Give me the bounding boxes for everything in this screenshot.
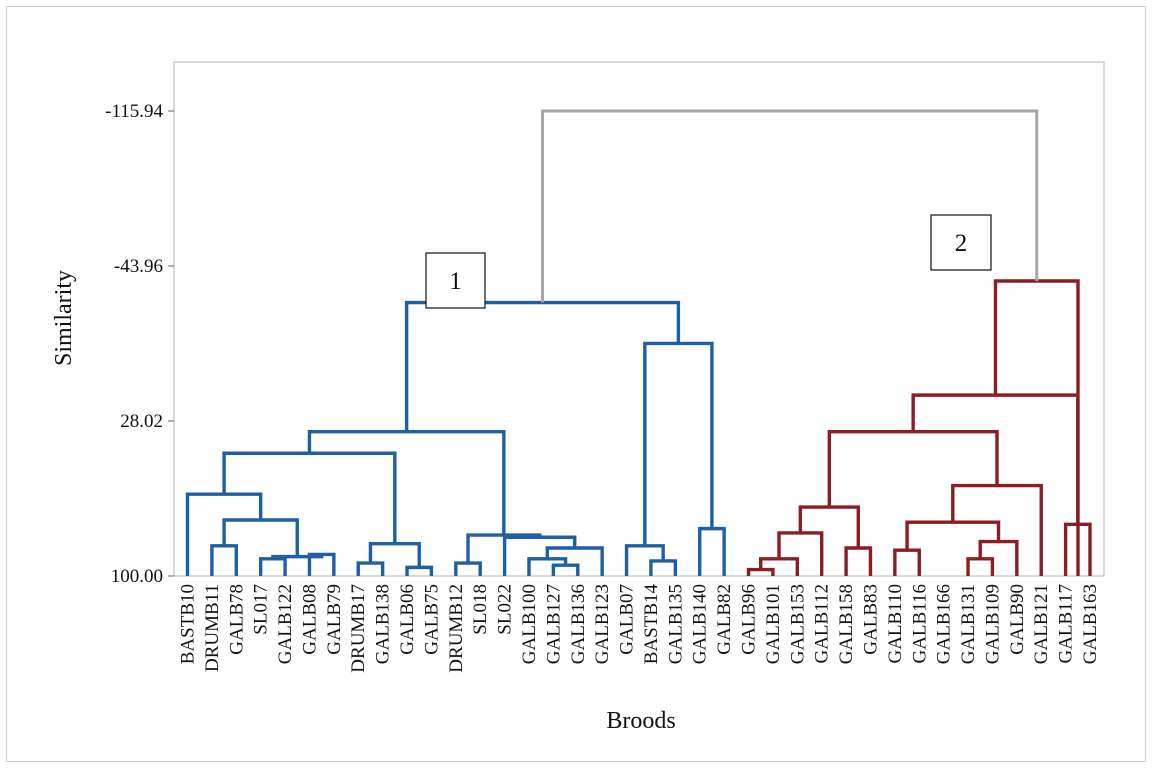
- dendrogram-link: [185, 492, 263, 576]
- leaf-label: SL018: [470, 584, 491, 635]
- x-axis-title: Broods: [606, 708, 675, 734]
- dendrogram-link: [905, 520, 1001, 551]
- plot-area: [173, 61, 1105, 577]
- leaf-label: GALB140: [690, 584, 711, 664]
- leaf-label: GALB07: [617, 584, 638, 655]
- leaf-label: GALB112: [812, 584, 833, 664]
- dendrogram-link: [404, 300, 681, 432]
- dendrogram-link: [759, 557, 799, 576]
- cluster-1-label: 1: [425, 252, 486, 309]
- leaf-label: GALB131: [958, 584, 979, 664]
- dendrogram-link: [405, 565, 434, 576]
- y-axis-title: Similarity: [51, 270, 77, 366]
- leaf-label: BASTB14: [641, 584, 662, 665]
- dendrogram-link: [210, 544, 238, 576]
- leaf-label: GALB123: [592, 584, 613, 664]
- dendrogram-link: [893, 548, 921, 576]
- leaf-label: GALB06: [397, 584, 418, 655]
- leaf-label: GALB82: [714, 584, 735, 655]
- leaf-label: GALB135: [665, 584, 686, 664]
- y-tick-label: -43.96: [114, 256, 163, 277]
- dendrogram-link: [798, 505, 860, 549]
- dendrogram-link: [502, 535, 577, 576]
- dendrogram-link: [624, 544, 665, 576]
- leaf-label: GALB100: [519, 584, 540, 664]
- leaf-label: GALB121: [1031, 584, 1052, 664]
- leaf-label: GALB163: [1080, 584, 1101, 664]
- dendrogram-link: [356, 561, 385, 576]
- leaf-label: GALB166: [934, 584, 955, 664]
- leaf-label: SL022: [495, 584, 516, 635]
- y-tick-label: -115.94: [105, 101, 163, 122]
- dendrogram-link: [271, 554, 324, 559]
- dendrogram-link: [978, 539, 1019, 576]
- leaf-label: GALB153: [787, 584, 808, 664]
- dendrogram-link: [966, 557, 995, 576]
- leaf-label: GALB116: [909, 584, 930, 664]
- svg-text:2: 2: [955, 230, 968, 257]
- dendrogram-link: [551, 563, 580, 576]
- dendrogram-link: [746, 567, 775, 576]
- leaf-label: GALB122: [275, 584, 296, 664]
- dendrogram-link: [698, 526, 726, 576]
- dendrogram-link: [827, 430, 999, 508]
- dendrogram-link: [307, 430, 506, 536]
- dendrogram-link: [649, 559, 678, 576]
- chart-frame: [6, 6, 1146, 762]
- leaf-label: GALB78: [226, 584, 247, 655]
- dendrogram-link: [258, 557, 287, 576]
- dendrogram-link: [307, 552, 336, 576]
- leaf-label: GALB127: [543, 584, 564, 664]
- cluster-2-label: 2: [930, 214, 992, 271]
- leaf-label: GALB90: [1007, 584, 1028, 655]
- leaf-label: GALB136: [568, 584, 589, 664]
- dendrogram-link: [643, 341, 714, 546]
- y-tick-label: 28.02: [120, 411, 163, 432]
- dendrogram-link: [777, 531, 824, 576]
- svg-text:1: 1: [449, 268, 462, 295]
- y-tick-label: 100.00: [111, 566, 163, 587]
- leaf-label: BASTB10: [178, 584, 199, 664]
- leaf-label: DRUMB11: [202, 584, 223, 672]
- leaf-label: GALB158: [836, 584, 857, 664]
- leaf-label: GALB117: [1056, 584, 1077, 664]
- leaf-label: GALB96: [739, 584, 760, 655]
- leaf-label: GALB101: [763, 584, 784, 664]
- leaf-label: GALB79: [324, 584, 345, 655]
- leaf-label: GALB138: [373, 584, 394, 664]
- dendrogram-link: [454, 561, 482, 576]
- leaf-label: GALB110: [885, 584, 906, 664]
- dendrogram-link: [541, 109, 1039, 303]
- leaf-label: GALB08: [299, 584, 320, 655]
- leaf-label: SL017: [251, 584, 272, 635]
- leaf-label: DRUMB12: [446, 584, 467, 673]
- dendrogram-link: [844, 546, 873, 576]
- leaf-label: GALB83: [860, 584, 881, 655]
- leaf-label: GALB75: [421, 584, 442, 655]
- leaf-label: GALB109: [982, 584, 1003, 664]
- dendrogram-link: [222, 451, 397, 544]
- dendrogram-link: [466, 533, 542, 564]
- dendrogram-link: [545, 546, 604, 576]
- leaf-label: DRUMB17: [348, 584, 369, 673]
- dendrogram-link: [527, 557, 568, 576]
